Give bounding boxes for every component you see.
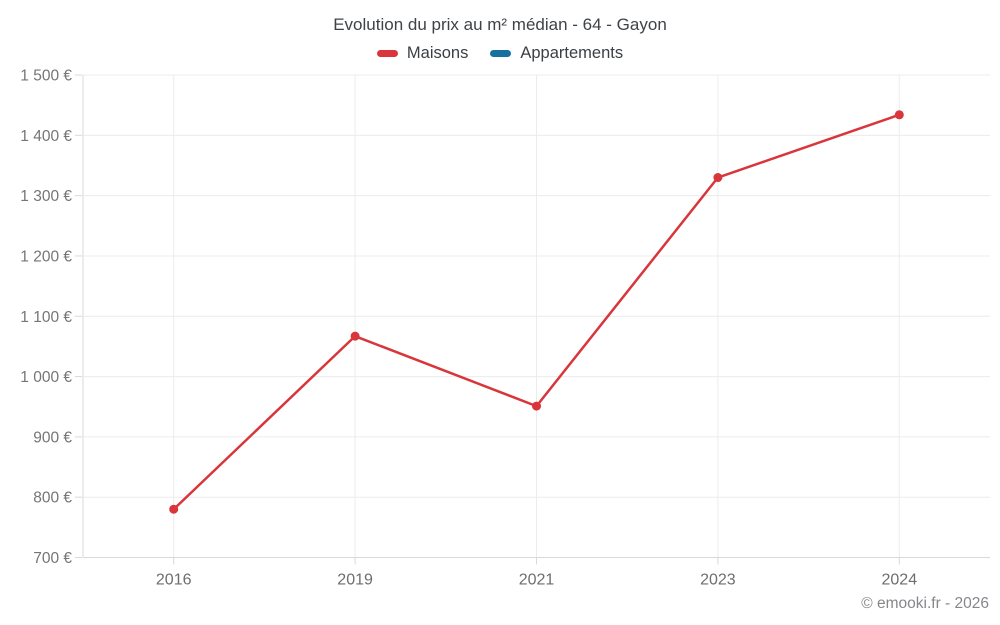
y-tick-label: 1 100 €: [20, 309, 72, 326]
x-tick-label: 2019: [337, 572, 373, 589]
x-tick-label: 2016: [156, 572, 192, 589]
copyright-footer: © emooki.fr - 2026: [861, 595, 989, 612]
y-tick-label: 1 400 €: [20, 128, 72, 145]
data-point-maisons-2023[interactable]: [713, 173, 723, 183]
y-tick-label: 1 300 €: [20, 188, 72, 205]
appartements-series-swatch-icon: [490, 50, 512, 57]
legend-item-appartements[interactable]: Appartements: [490, 44, 623, 63]
y-tick-label: 1 200 €: [20, 248, 72, 265]
y-tick-label: 700 €: [33, 550, 72, 567]
chart-legend: Maisons Appartements: [0, 44, 1000, 63]
y-tick-label: 900 €: [33, 429, 72, 446]
chart-title: Evolution du prix au m² médian - 64 - Ga…: [333, 15, 667, 34]
legend-label-appartements: Appartements: [520, 44, 624, 62]
y-tick-label: 1 500 €: [20, 68, 72, 85]
legend-label-maisons: Maisons: [406, 44, 469, 62]
data-point-maisons-2021[interactable]: [532, 401, 541, 411]
maisons-series-swatch-icon: [376, 50, 398, 57]
x-tick-label: 2023: [700, 572, 736, 589]
x-tick-label: 2021: [519, 572, 555, 589]
x-tick-label: 2024: [882, 572, 918, 589]
y-tick-label: 800 €: [33, 490, 72, 507]
y-tick-label: 1 000 €: [20, 369, 72, 386]
data-point-maisons-2024[interactable]: [894, 110, 904, 120]
data-point-maisons-2019[interactable]: [350, 331, 360, 341]
data-point-maisons-2016[interactable]: [169, 504, 179, 514]
legend-item-maisons[interactable]: Maisons: [376, 44, 469, 63]
